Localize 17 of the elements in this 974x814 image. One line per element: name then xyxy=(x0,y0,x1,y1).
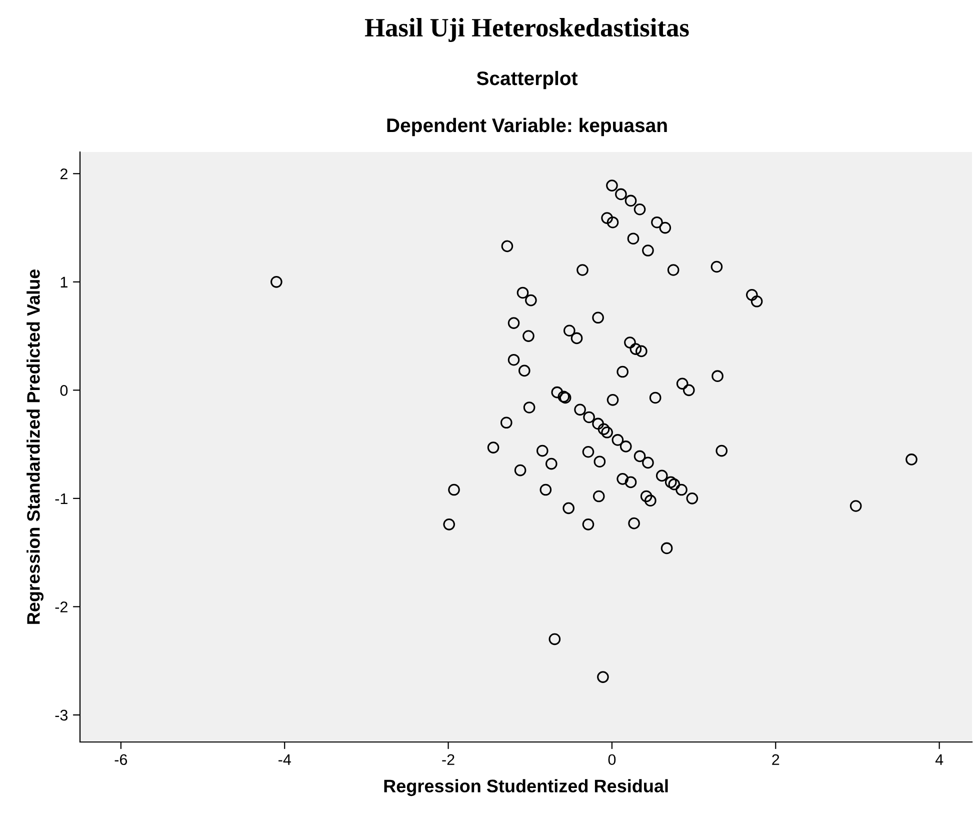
x-tick-label: -6 xyxy=(114,754,128,766)
y-tick-label: -1 xyxy=(55,493,68,504)
text: Hasil Uji Heteroskedastisitas xyxy=(364,18,689,42)
y-tick-label: -3 xyxy=(55,710,68,721)
x-tick-label: -2 xyxy=(442,754,454,765)
y-tick-label: 1 xyxy=(60,276,68,288)
y-tick-label: -2 xyxy=(55,602,68,612)
x-tick-label: 4 xyxy=(935,754,944,765)
x-tick-label: 0 xyxy=(608,754,616,766)
x-tick-label: -4 xyxy=(278,754,291,765)
y-axis-title: Regression Standardized Predicted Value xyxy=(26,270,44,624)
x-tick-label: 2 xyxy=(772,754,780,765)
chart-subtitle: Dependent Variable: kepuasan xyxy=(387,118,667,136)
x-axis-title: Regression Studentized Residual xyxy=(384,779,668,796)
y-tick-label: 2 xyxy=(60,168,68,180)
chart-title: Scatterplot xyxy=(476,70,578,90)
y-tick-label: 0 xyxy=(60,385,68,396)
